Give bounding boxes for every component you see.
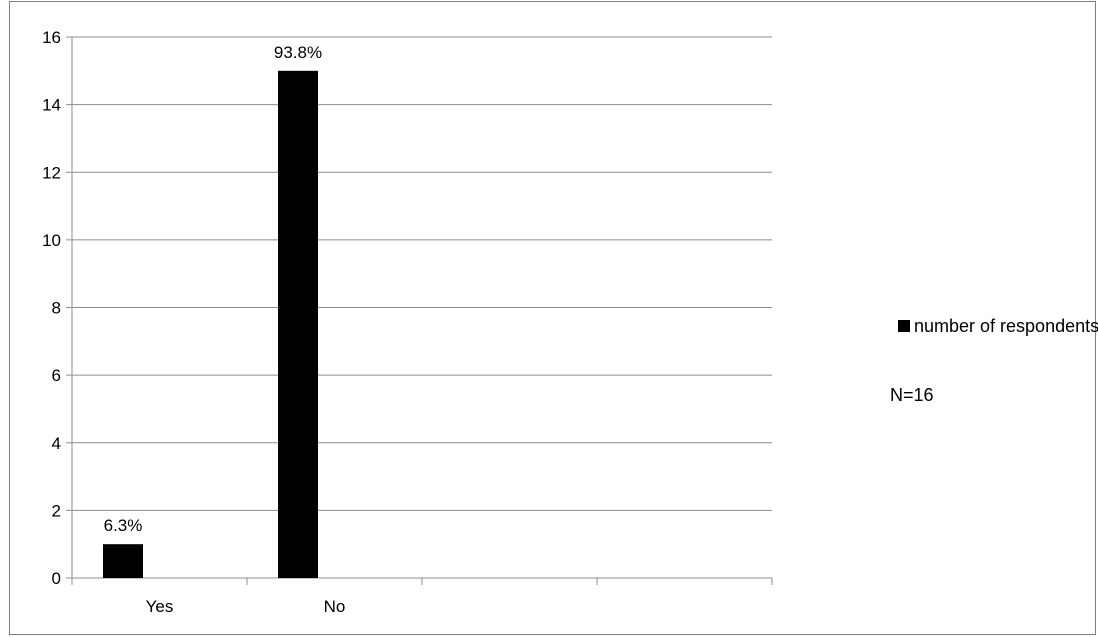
legend: number of respondents xyxy=(898,316,1098,336)
bar-no xyxy=(278,70,318,578)
bar-yes xyxy=(103,544,143,578)
y-tick-label: 14 xyxy=(42,96,61,115)
data-label: 6.3% xyxy=(104,516,143,535)
gridlines xyxy=(72,36,772,511)
x-tick-label: No xyxy=(324,597,346,616)
sample-size-note: N=16 xyxy=(890,385,934,405)
data-label: 93.8% xyxy=(274,43,322,62)
legend-swatch xyxy=(898,320,910,332)
legend-label: number of respondents xyxy=(914,316,1098,336)
y-tick-label: 16 xyxy=(42,28,61,47)
y-tick-label: 10 xyxy=(42,231,61,250)
y-tick-label: 8 xyxy=(52,299,61,318)
bars xyxy=(103,70,318,578)
chart-frame xyxy=(9,1,1096,635)
y-tick-label: 0 xyxy=(52,569,61,588)
x-tick-label: Yes xyxy=(146,597,174,616)
y-tick-label: 12 xyxy=(42,163,61,182)
data-labels: 6.3% 93.8% xyxy=(104,43,322,535)
axes: 0 2 4 6 8 10 12 14 16 Yes No xyxy=(42,28,773,616)
y-tick-label: 2 xyxy=(52,501,61,520)
y-tick-label: 4 xyxy=(52,434,61,453)
y-tick-label: 6 xyxy=(52,366,61,385)
